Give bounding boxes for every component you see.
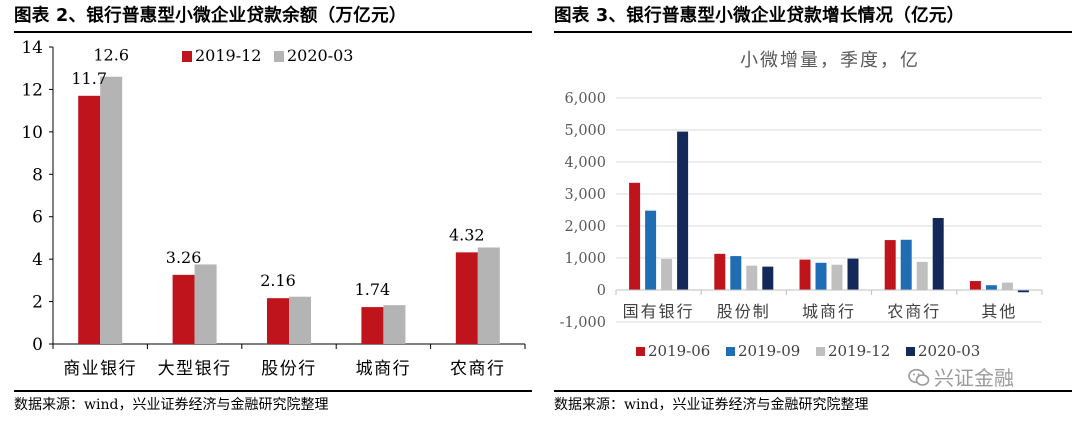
y-tick-label: 2 [32, 293, 43, 313]
legend-label: 2019-06 [648, 342, 710, 360]
x-tick-label: 大型银行 [158, 359, 232, 379]
bar-2020-03 [100, 76, 123, 344]
bar-2019-12 [916, 261, 928, 290]
bar-2020-03 [477, 247, 500, 344]
bar-2019-12 [1001, 282, 1013, 290]
chart-title: 小微增量，季度，亿 [740, 50, 920, 71]
y-tick-label: 8 [32, 165, 43, 185]
legend-label: 2020-03 [918, 342, 980, 360]
bar-2020-03 [677, 131, 689, 290]
data-label: 12.6 [93, 46, 129, 65]
x-tick-label: 商业银行 [63, 359, 137, 379]
bar-2020-03 [383, 305, 406, 344]
data-label: 1.74 [355, 280, 391, 299]
y-tick-label: 14 [21, 38, 43, 58]
loan-growth-chart: 小微增量，季度，亿 -1,000 0 1,000 2,000 3,000 4,000 5,00… [560, 50, 1043, 360]
y-tick-label: 6 [32, 208, 43, 228]
legend-swatch [274, 51, 284, 62]
y-tick-label: 10 [21, 123, 43, 143]
x-tick-label: 农商行 [887, 302, 941, 321]
y-tick-label: 2,000 [564, 219, 606, 235]
legend-swatch [816, 347, 825, 356]
y-tick-label: 1,000 [564, 251, 606, 267]
bar-2020-03 [1017, 290, 1029, 293]
watermark: 兴证金融 [908, 362, 1014, 391]
bar-2019-06 [714, 253, 726, 290]
bar-2019-12 [455, 252, 478, 344]
y-tick-label: 3,000 [564, 187, 606, 203]
bar-2019-12 [267, 298, 289, 344]
x-tick-label: 城商行 [802, 302, 856, 321]
legend-label: 2019-09 [738, 342, 800, 360]
source-rule [14, 390, 532, 392]
bar-2019-12 [361, 307, 384, 344]
y-tick-label: -1,000 [560, 315, 606, 331]
data-label: 4.32 [449, 225, 485, 244]
source-note: 数据来源：wind，兴业证券经济与金融研究院整理 [554, 397, 869, 413]
legend-swatch [636, 347, 645, 356]
legend-swatch [906, 347, 915, 356]
bar-2019-06 [629, 182, 641, 290]
bar-2019-12 [78, 95, 101, 344]
bar-2019-09 [815, 262, 827, 290]
title-rule [14, 31, 532, 33]
legend-swatch [726, 347, 735, 356]
y-tick-label: 0 [597, 283, 606, 299]
legend-label: 2019-12 [195, 46, 261, 65]
bar-2019-12 [746, 265, 758, 290]
panel-loan-growth: 图表 3、银行普惠型小微企业贷款增长情况（亿元） 小微增量，季度，亿 -1,000… [540, 0, 1080, 423]
bar-2019-06 [799, 259, 811, 290]
bar-2019-09 [730, 256, 742, 290]
data-label: 3.26 [166, 248, 202, 267]
data-label: 11.7 [71, 69, 107, 88]
legend-swatch [182, 51, 192, 62]
legend-label: 2020-03 [287, 46, 353, 65]
wechat-icon [908, 368, 930, 388]
figure-title: 图表 3、银行普惠型小微企业贷款增长情况（亿元） [554, 6, 965, 26]
bar-2019-06 [969, 281, 981, 290]
title-rule [554, 31, 1072, 33]
x-tick-label: 其他 [981, 302, 1017, 321]
y-tick-label: 12 [21, 80, 43, 100]
source-rule [554, 390, 1072, 392]
y-tick-label: 5,000 [564, 123, 606, 139]
watermark-text: 兴证金融 [934, 366, 1014, 390]
bar-2019-09 [645, 210, 657, 290]
bar-2019-12 [831, 264, 843, 290]
figure-title: 图表 2、银行普惠型小微企业贷款余额（万亿元） [14, 6, 407, 26]
x-tick-label: 股份行 [261, 359, 317, 379]
y-tick-label: 0 [32, 335, 43, 355]
loan-balance-chart: 0 2 4 6 8 10 12 14 商业银行 11.7 12.6 大型银行 3.26 股份行 2.16 城商… [21, 38, 526, 379]
bar-2020-03 [289, 296, 311, 344]
legend-label: 2019-12 [828, 342, 890, 360]
panel-loan-balance: 图表 2、银行普惠型小微企业贷款余额（万亿元） 0 2 4 6 8 10 12 14 商业银行 1… [14, 6, 532, 413]
bar-2019-12 [661, 258, 673, 290]
y-tick-label: 4 [32, 250, 43, 270]
x-tick-label: 城商行 [356, 359, 412, 379]
y-tick-label: 6,000 [564, 91, 606, 107]
bar-2019-12 [172, 274, 195, 344]
bar-2019-09 [985, 285, 997, 290]
bar-2020-03 [847, 258, 859, 290]
bar-2019-09 [900, 239, 912, 290]
data-label: 2.16 [260, 271, 296, 290]
source-note: 数据来源：wind，兴业证券经济与金融研究院整理 [14, 397, 329, 413]
bar-2020-03 [194, 264, 217, 344]
x-tick-label: 股份制 [717, 302, 771, 321]
bar-2020-03 [932, 218, 944, 290]
y-tick-label: 4,000 [564, 155, 606, 171]
bar-2019-06 [884, 240, 896, 290]
x-tick-label: 农商行 [450, 359, 506, 379]
x-tick-label: 国有银行 [623, 302, 695, 321]
bar-2020-03 [762, 266, 774, 290]
